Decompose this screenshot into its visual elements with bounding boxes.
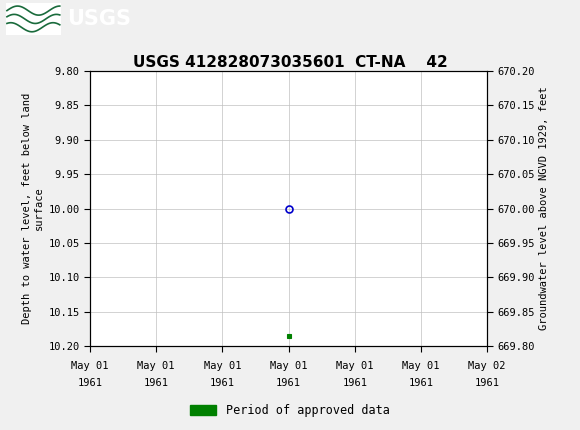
Text: May 01: May 01 xyxy=(270,361,307,371)
Text: 1961: 1961 xyxy=(276,378,301,388)
Text: May 01: May 01 xyxy=(336,361,374,371)
Text: 1961: 1961 xyxy=(474,378,500,388)
Text: 1961: 1961 xyxy=(210,378,235,388)
Text: 1961: 1961 xyxy=(342,378,367,388)
Y-axis label: Groundwater level above NGVD 1929, feet: Groundwater level above NGVD 1929, feet xyxy=(539,87,549,330)
Text: 1961: 1961 xyxy=(77,378,103,388)
Text: May 01: May 01 xyxy=(71,361,108,371)
Text: May 01: May 01 xyxy=(204,361,241,371)
Legend: Period of approved data: Period of approved data xyxy=(186,399,394,422)
Text: USGS 412828073035601  CT-NA    42: USGS 412828073035601 CT-NA 42 xyxy=(133,55,447,71)
Text: May 01: May 01 xyxy=(137,361,175,371)
Y-axis label: Depth to water level, feet below land
surface: Depth to water level, feet below land su… xyxy=(23,93,44,324)
FancyBboxPatch shape xyxy=(6,3,61,35)
Text: 1961: 1961 xyxy=(144,378,169,388)
Text: 1961: 1961 xyxy=(408,378,433,388)
Text: USGS: USGS xyxy=(67,9,130,29)
Text: May 01: May 01 xyxy=(402,361,440,371)
Text: May 02: May 02 xyxy=(469,361,506,371)
